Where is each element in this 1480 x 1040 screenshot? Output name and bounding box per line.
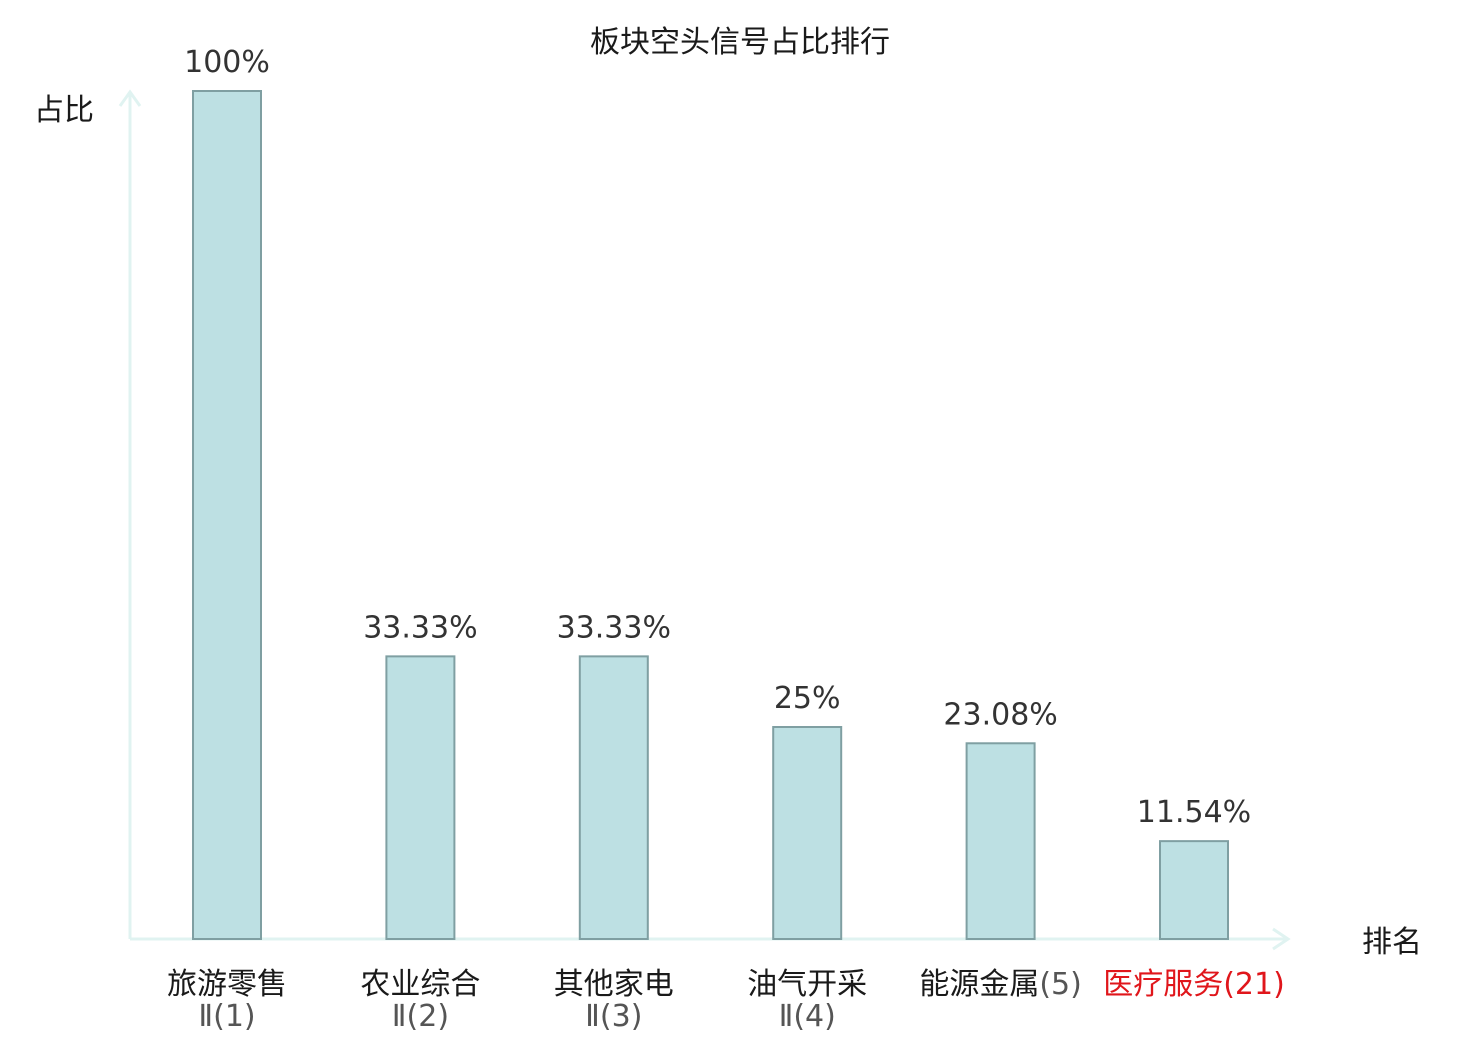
bar [772, 726, 843, 940]
category-name: 医疗服务 [1103, 967, 1223, 1002]
bar [385, 655, 456, 940]
category-rank: Ⅱ(3) [585, 999, 642, 1034]
category-label: 能源金属(5) [919, 967, 1082, 1002]
category-name: 其他家电 [554, 967, 674, 1002]
category-rank: (21) [1223, 967, 1285, 1002]
category-rank: Ⅱ(2) [392, 999, 449, 1034]
x-axis-label: 排名 [1362, 925, 1422, 960]
bar [965, 742, 1036, 941]
bar-value-label: 100% [184, 45, 270, 80]
category-rank: Ⅱ(1) [198, 999, 255, 1034]
axes [118, 89, 1291, 951]
category-name: 能源金属 [919, 967, 1039, 1002]
y-axis-arrow [118, 89, 142, 107]
category-name: 旅游零售 [167, 967, 287, 1002]
y-axis-label: 占比 [34, 93, 94, 128]
chart-title: 板块空头信号占比排行 [590, 25, 890, 60]
bar-value-label: 33.33% [363, 610, 477, 645]
category-rank: Ⅱ(4) [779, 999, 836, 1034]
category-name: 农业综合 [360, 967, 480, 1002]
bar-value-label: 11.54% [1137, 795, 1251, 830]
bar [192, 90, 262, 940]
bar-value-label: 25% [774, 681, 841, 716]
bar [1159, 840, 1229, 941]
bar-value-label: 33.33% [557, 610, 671, 645]
bars [192, 90, 1229, 941]
category-rank: (5) [1039, 967, 1082, 1002]
x-axis-arrow [1272, 927, 1291, 951]
value-labels: 100% 33.33% 33.33% 25% 23.08% 11.54% [184, 45, 1251, 830]
category-label: 医疗服务(21) [1103, 967, 1285, 1002]
category-name: 油气开采 [747, 967, 867, 1002]
bar [578, 655, 649, 940]
bar-value-label: 23.08% [943, 697, 1057, 732]
